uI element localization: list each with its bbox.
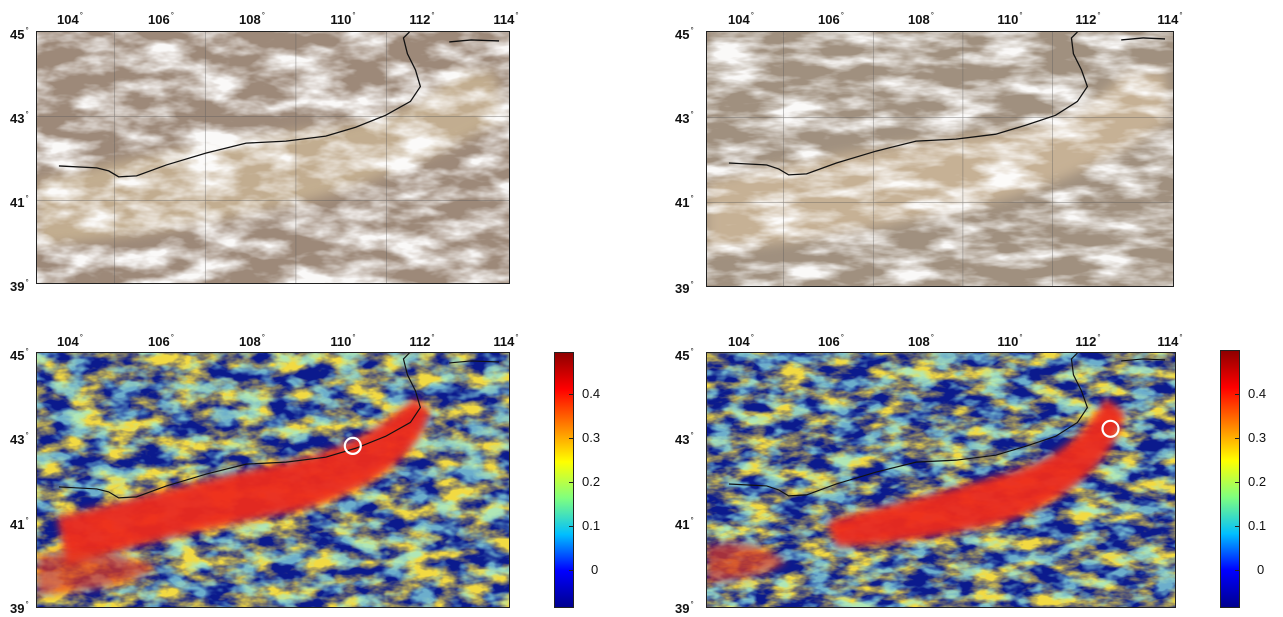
cbar-tick-0: 0	[1257, 562, 1265, 577]
lon-tick-110: 110°	[997, 333, 1023, 349]
lat-tick-41: 41°	[10, 516, 29, 532]
lon-tick-108: 108°	[908, 333, 934, 349]
cloud-layer	[707, 32, 1173, 286]
cbar-mark	[1235, 526, 1240, 527]
cbar-mark	[1235, 394, 1240, 395]
lon-tick-108: 108°	[239, 333, 265, 349]
satellite-rgb-right	[707, 32, 1173, 286]
lat-tick-43: 43°	[675, 110, 694, 126]
lon-tick-104: 104°	[728, 333, 754, 349]
cbar-tick-0.2: 0.2	[582, 474, 601, 489]
lon-tick-106: 106°	[818, 11, 844, 27]
border-line	[728, 32, 1166, 176]
lat-tick-41: 41°	[675, 194, 694, 210]
cbar-tick-0: 0	[591, 562, 599, 577]
cloud-layer	[37, 32, 509, 283]
satellite-rgb-left	[37, 32, 509, 283]
high-value-plume	[56, 397, 431, 567]
satellite-image-right	[706, 31, 1174, 287]
lon-tick-106: 106°	[148, 11, 174, 27]
lat-tick-43: 43°	[10, 431, 29, 447]
cbar-tick-0.3: 0.3	[1248, 430, 1267, 445]
colorbar-left	[554, 352, 574, 608]
cbar-tick-0.4: 0.4	[1248, 386, 1267, 401]
lon-tick-108: 108°	[908, 11, 934, 27]
lon-tick-106: 106°	[148, 333, 174, 349]
marker-layer-left	[343, 436, 362, 456]
cbar-mark	[569, 570, 574, 571]
lon-tick-112: 112°	[409, 11, 435, 27]
lat-tick-41: 41°	[675, 516, 694, 532]
index-map-right-svg	[707, 353, 1175, 607]
marker-layer-right	[1101, 419, 1120, 438]
high-value-plume	[826, 397, 1126, 547]
lon-tick-106: 106°	[818, 333, 844, 349]
index-map-right	[706, 352, 1176, 608]
lon-tick-114: 114°	[493, 11, 519, 27]
cbar-mark	[1235, 438, 1240, 439]
lon-tick-112: 112°	[1075, 11, 1101, 27]
lat-tick-39: 39°	[675, 600, 694, 616]
lat-tick-45: 45°	[10, 26, 29, 42]
lon-tick-104: 104°	[57, 11, 83, 27]
cbar-mark	[569, 482, 574, 483]
lat-tick-45: 45°	[675, 26, 694, 42]
lon-tick-104: 104°	[57, 333, 83, 349]
cbar-tick-0.4: 0.4	[582, 386, 601, 401]
lat-tick-45: 45°	[10, 347, 29, 363]
lon-tick-108: 108°	[239, 11, 265, 27]
cbar-mark	[1235, 570, 1240, 571]
lat-tick-39: 39°	[10, 278, 29, 294]
index-map-left	[36, 352, 510, 608]
cbar-mark	[1235, 482, 1240, 483]
lon-tick-114: 114°	[1157, 333, 1183, 349]
lat-tick-39: 39°	[675, 280, 694, 296]
cbar-mark	[569, 394, 574, 395]
lat-tick-43: 43°	[675, 431, 694, 447]
lon-tick-112: 112°	[409, 333, 435, 349]
border-line	[58, 353, 500, 499]
lat-tick-43: 43°	[10, 110, 29, 126]
high-value-south	[37, 551, 157, 597]
lon-tick-104: 104°	[728, 11, 754, 27]
graticule	[37, 32, 509, 283]
cbar-tick-0.1: 0.1	[582, 518, 601, 533]
cbar-mark	[569, 438, 574, 439]
location-marker	[1101, 419, 1120, 438]
lon-tick-112: 112°	[1075, 333, 1101, 349]
lat-tick-45: 45°	[675, 347, 694, 363]
low-mid-texture	[707, 353, 1175, 607]
lat-tick-39: 39°	[10, 600, 29, 616]
lon-tick-110: 110°	[997, 11, 1023, 27]
index-map-left-svg	[37, 353, 509, 607]
graticule	[707, 32, 1173, 286]
cbar-tick-0.3: 0.3	[582, 430, 601, 445]
cbar-mark	[569, 526, 574, 527]
location-marker	[343, 436, 362, 456]
lon-tick-114: 114°	[1157, 11, 1183, 27]
lat-tick-41: 41°	[10, 194, 29, 210]
colorbar-right	[1220, 350, 1240, 608]
lon-tick-114: 114°	[493, 333, 519, 349]
satellite-image-left	[36, 31, 510, 284]
cbar-tick-0.2: 0.2	[1248, 474, 1267, 489]
border-line	[58, 32, 500, 178]
cbar-tick-0.1: 0.1	[1248, 518, 1267, 533]
lon-tick-110: 110°	[330, 333, 356, 349]
lon-tick-110: 110°	[330, 11, 356, 27]
high-value-west	[707, 542, 787, 584]
border-line	[728, 353, 1166, 497]
